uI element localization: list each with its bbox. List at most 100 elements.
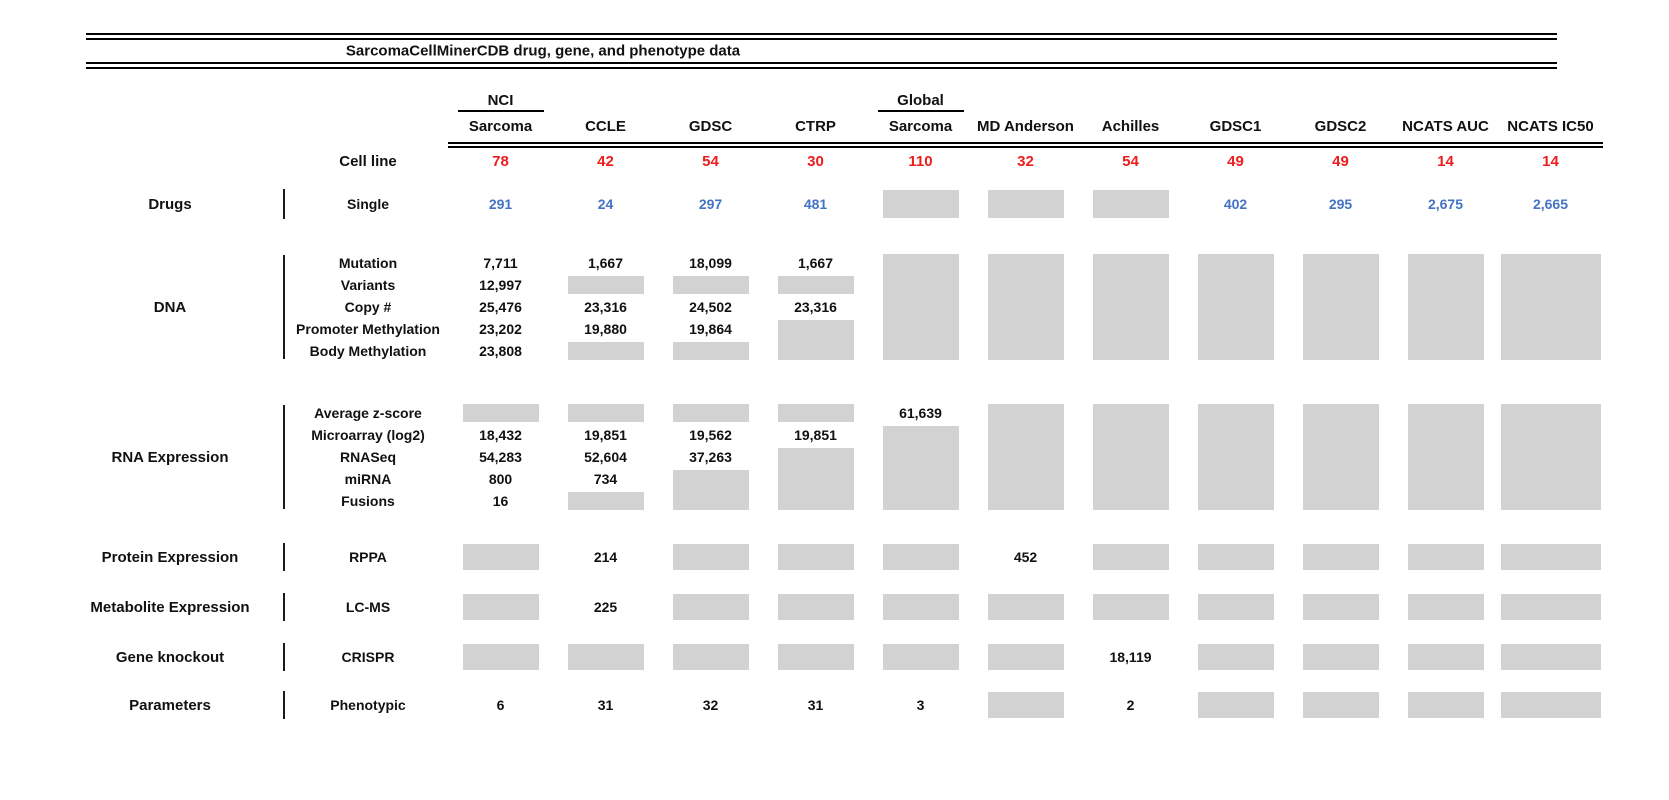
row-label-column: Average z-score Microarray (log2) RNASeq mi… bbox=[288, 402, 448, 512]
missing-data-block bbox=[1092, 404, 1169, 510]
data-value: 1,667 bbox=[797, 255, 834, 271]
row-label: Fusions bbox=[341, 493, 395, 509]
data-value: 24 bbox=[597, 196, 614, 212]
missing-data-block bbox=[1302, 544, 1379, 570]
data-value: 19,864 bbox=[689, 321, 732, 337]
data-value: 225 bbox=[593, 599, 618, 615]
data-column bbox=[1288, 688, 1393, 722]
missing-data-block bbox=[987, 692, 1064, 718]
data-value: 7,711 bbox=[483, 255, 518, 271]
row-label: miRNA bbox=[344, 471, 392, 487]
data-value: 32 bbox=[702, 697, 719, 713]
data-column bbox=[1183, 640, 1288, 674]
data-column: 19,562 37,263 bbox=[658, 402, 763, 512]
missing-data-block bbox=[1092, 544, 1169, 570]
data-value: 291 bbox=[488, 196, 513, 212]
missing-data-block bbox=[1407, 404, 1484, 510]
data-column: 291 bbox=[448, 186, 553, 222]
missing-data-block bbox=[1500, 254, 1601, 360]
data-value: 19,562 bbox=[689, 427, 732, 443]
data-column bbox=[1498, 640, 1603, 674]
data-column bbox=[1498, 540, 1603, 574]
spacer bbox=[280, 86, 288, 112]
category-divider bbox=[280, 402, 288, 512]
data-value: 12,997 bbox=[479, 277, 522, 293]
data-value: 2 bbox=[1126, 697, 1135, 713]
data-column bbox=[973, 402, 1078, 512]
category-label: DNA bbox=[153, 298, 187, 316]
title-top-rule bbox=[86, 33, 1557, 40]
missing-data-block bbox=[987, 190, 1064, 218]
data-column: 19,851 bbox=[763, 402, 868, 512]
row-label: Mutation bbox=[338, 255, 398, 271]
column-header: Achilles bbox=[1101, 118, 1160, 135]
missing-data-block bbox=[672, 470, 749, 510]
column-header: CCLE bbox=[585, 118, 626, 135]
data-column: 24 bbox=[553, 186, 658, 222]
data-column bbox=[868, 640, 973, 674]
column-group-cell bbox=[973, 86, 1078, 112]
missing-data-block bbox=[882, 426, 959, 510]
data-column bbox=[1498, 688, 1603, 722]
missing-data-block bbox=[462, 594, 539, 620]
missing-data-block bbox=[1302, 404, 1379, 510]
cell-line-count: 49 bbox=[1332, 153, 1349, 170]
column-header: CTRP bbox=[795, 118, 836, 135]
title-row: SarcomaCellMinerCDB drug, gene, and phen… bbox=[86, 40, 1557, 62]
category-divider bbox=[280, 186, 288, 222]
data-column bbox=[973, 186, 1078, 222]
missing-data-block bbox=[1092, 254, 1169, 360]
data-value: 19,880 bbox=[584, 321, 627, 337]
data-value: 31 bbox=[807, 697, 824, 713]
missing-data-block bbox=[567, 276, 644, 294]
data-column: 18,119 bbox=[1078, 640, 1183, 674]
data-column bbox=[658, 640, 763, 674]
section-rna-expression: RNA Expression Average z-score Microarray … bbox=[60, 402, 1603, 512]
missing-data-block bbox=[1500, 544, 1601, 570]
data-column bbox=[1393, 402, 1498, 512]
column-group-row: NCI Global bbox=[60, 86, 1603, 112]
missing-data-block bbox=[567, 492, 644, 510]
column-group-cell bbox=[1393, 86, 1498, 112]
data-value: 31 bbox=[597, 697, 614, 713]
data-column: 297 bbox=[658, 186, 763, 222]
data-value: 23,808 bbox=[479, 343, 522, 359]
missing-data-block bbox=[1407, 594, 1484, 620]
cell-line-count: 14 bbox=[1542, 153, 1559, 170]
column-group-cell bbox=[1078, 86, 1183, 112]
row-label: Phenotypic bbox=[330, 697, 406, 713]
data-value: 16 bbox=[492, 493, 509, 509]
column-header-row: Sarcoma CCLE GDSC CTRP Sarcoma MD Anderson Ach… bbox=[60, 112, 1603, 140]
missing-data-block bbox=[987, 594, 1064, 620]
data-column bbox=[1288, 640, 1393, 674]
missing-data-block bbox=[882, 190, 959, 218]
cell-line-count: 110 bbox=[908, 153, 933, 170]
figure-title-band: SarcomaCellMinerCDB drug, gene, and phen… bbox=[86, 33, 1557, 69]
data-column bbox=[973, 688, 1078, 722]
missing-data-block bbox=[882, 594, 959, 620]
data-column bbox=[1183, 590, 1288, 624]
category-divider bbox=[280, 688, 288, 722]
cell-line-label: Cell line bbox=[339, 153, 397, 170]
data-column: 19,851 52,604 734 bbox=[553, 402, 658, 512]
category-divider-line bbox=[283, 543, 285, 571]
data-value: 214 bbox=[593, 549, 618, 565]
missing-data-block bbox=[882, 544, 959, 570]
data-value: 24,502 bbox=[689, 299, 732, 315]
missing-data-block bbox=[1197, 692, 1274, 718]
data-column: 31 bbox=[763, 688, 868, 722]
missing-data-block bbox=[1302, 692, 1379, 718]
data-column: 481 bbox=[763, 186, 868, 222]
spacer bbox=[288, 86, 448, 112]
missing-data-block bbox=[1407, 254, 1484, 360]
row-label: LC-MS bbox=[345, 599, 391, 615]
data-column bbox=[868, 252, 973, 362]
data-value: 18,119 bbox=[1109, 649, 1152, 665]
category-label: RNA Expression bbox=[111, 448, 229, 466]
row-label: Single bbox=[346, 196, 389, 212]
spacer bbox=[280, 150, 288, 174]
missing-data-block bbox=[987, 254, 1064, 360]
data-column: 18,099 24,502 19,864 bbox=[658, 252, 763, 362]
missing-data-block bbox=[462, 644, 539, 670]
